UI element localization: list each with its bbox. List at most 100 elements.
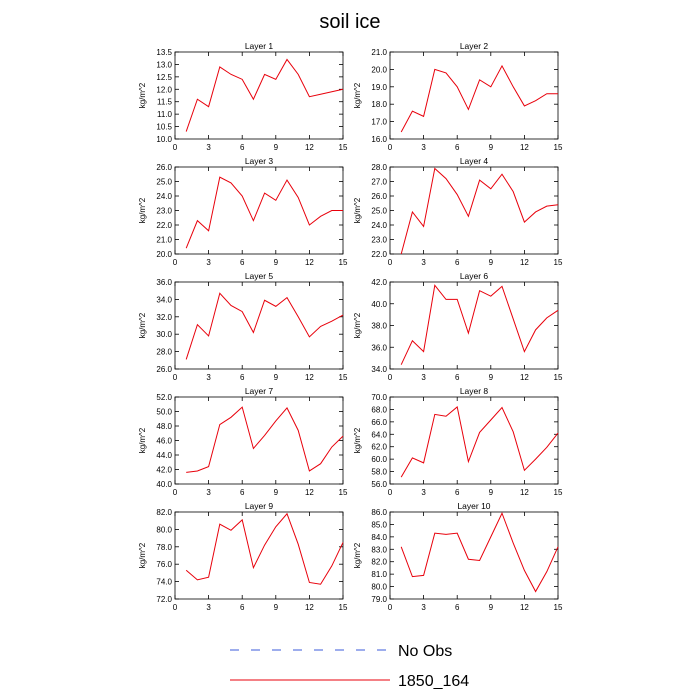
y-tick-label: 36.0	[371, 343, 387, 352]
panel-layer-9: Layer 9 kg/m^2 0 3 6 9 12 15 72.0 74.0 76.0 78.0 80.…	[138, 501, 348, 612]
y-axis-label: kg/m^2	[353, 542, 362, 568]
x-tick-label: 0	[388, 488, 393, 497]
plot-frame	[174, 166, 344, 255]
y-tick-label: 34.0	[156, 295, 172, 304]
x-tick-label: 12	[520, 258, 529, 267]
legend-label-no-obs: No Obs	[398, 643, 452, 660]
x-tick-label: 15	[339, 603, 348, 612]
y-axis-label: kg/m^2	[138, 82, 147, 108]
x-tick-label: 15	[339, 488, 348, 497]
x-tick-label: 12	[305, 258, 314, 267]
series-line	[185, 292, 344, 360]
x-tick-label: 6	[240, 143, 245, 152]
y-tick-label: 13.0	[156, 60, 172, 69]
y-tick-label: 11.5	[157, 98, 173, 107]
x-tick-label: 12	[305, 373, 314, 382]
x-tick-label: 3	[421, 373, 426, 382]
y-tick-label: 30.0	[156, 330, 172, 339]
x-tick-label: 12	[305, 143, 314, 152]
panel-title: Layer 10	[457, 501, 490, 511]
figure-title: soil ice	[319, 11, 380, 33]
plot-frame	[389, 511, 559, 600]
series-line	[185, 58, 344, 132]
y-tick-label: 86.0	[371, 508, 387, 517]
series-line	[400, 511, 559, 593]
y-tick-label: 82.0	[156, 508, 172, 517]
y-tick-label: 81.0	[371, 570, 387, 579]
x-tick-label: 9	[489, 143, 494, 152]
y-tick-label: 16.0	[371, 135, 387, 144]
x-tick-label: 12	[520, 603, 529, 612]
panel-title: Layer 6	[460, 271, 489, 281]
x-tick-label: 0	[173, 143, 178, 152]
panel-layer-1: Layer 1 kg/m^2 0 3 6 9 12 15 10.0 10.5 11.0 11.5 12.…	[138, 41, 348, 152]
y-tick-label: 17.0	[371, 118, 387, 127]
x-tick-label: 0	[388, 143, 393, 152]
y-tick-label: 28.0	[371, 163, 387, 172]
y-tick-label: 56.0	[371, 480, 387, 489]
x-tick-label: 9	[274, 373, 279, 382]
y-tick-label: 78.0	[156, 543, 172, 552]
y-tick-label: 74.0	[156, 578, 172, 587]
plot-frame	[389, 281, 559, 370]
y-tick-label: 18.0	[371, 100, 387, 109]
x-tick-label: 9	[489, 258, 494, 267]
panel-title: Layer 8	[460, 386, 489, 396]
x-tick-label: 0	[173, 258, 178, 267]
x-tick-label: 6	[455, 258, 460, 267]
x-tick-label: 15	[339, 143, 348, 152]
x-tick-label: 0	[388, 258, 393, 267]
panel-title: Layer 7	[245, 386, 274, 396]
y-tick-label: 26.0	[371, 192, 387, 201]
x-tick-label: 9	[489, 488, 494, 497]
series-line	[400, 167, 559, 255]
y-tick-label: 12.5	[156, 73, 172, 82]
x-tick-label: 15	[339, 258, 348, 267]
x-tick-label: 12	[305, 488, 314, 497]
x-tick-label: 12	[520, 488, 529, 497]
x-tick-label: 6	[455, 373, 460, 382]
y-tick-label: 82.0	[371, 558, 387, 567]
y-tick-label: 42.0	[371, 278, 387, 287]
x-tick-label: 0	[388, 373, 393, 382]
y-tick-label: 20.0	[156, 250, 172, 259]
x-tick-label: 6	[455, 488, 460, 497]
y-tick-label: 20.0	[371, 65, 387, 74]
y-tick-label: 40.0	[156, 480, 172, 489]
y-tick-label: 24.0	[371, 221, 387, 230]
y-axis-label: kg/m^2	[353, 82, 362, 108]
y-tick-label: 64.0	[371, 430, 387, 439]
x-tick-label: 12	[305, 603, 314, 612]
y-axis-label: kg/m^2	[353, 312, 362, 338]
y-tick-label: 46.0	[156, 437, 172, 446]
panel-title: Layer 1	[245, 41, 274, 51]
panel-title: Layer 9	[245, 501, 274, 511]
y-tick-label: 25.0	[371, 207, 387, 216]
y-tick-label: 44.0	[156, 451, 172, 460]
y-tick-label: 32.0	[156, 313, 172, 322]
y-tick-label: 26.0	[156, 365, 172, 374]
y-axis-label: kg/m^2	[353, 427, 362, 453]
plot-frame	[174, 281, 344, 370]
panel-title: Layer 5	[245, 271, 274, 281]
y-axis-label: kg/m^2	[353, 197, 362, 223]
x-tick-label: 9	[489, 373, 494, 382]
x-tick-label: 3	[421, 603, 426, 612]
y-tick-label: 83.0	[371, 545, 387, 554]
x-tick-label: 3	[206, 373, 211, 382]
y-tick-label: 36.0	[156, 278, 172, 287]
x-tick-label: 9	[274, 143, 279, 152]
series-line	[186, 406, 344, 473]
x-tick-label: 3	[421, 488, 426, 497]
y-tick-label: 27.0	[371, 178, 387, 187]
series-line	[400, 64, 558, 133]
y-axis-label: kg/m^2	[138, 312, 147, 338]
y-tick-label: 23.0	[371, 236, 387, 245]
y-tick-label: 10.0	[156, 135, 172, 144]
y-tick-label: 28.0	[156, 348, 172, 357]
y-tick-label: 10.5	[156, 123, 172, 132]
y-tick-label: 34.0	[371, 365, 387, 374]
x-tick-label: 15	[554, 373, 563, 382]
x-tick-label: 3	[206, 488, 211, 497]
